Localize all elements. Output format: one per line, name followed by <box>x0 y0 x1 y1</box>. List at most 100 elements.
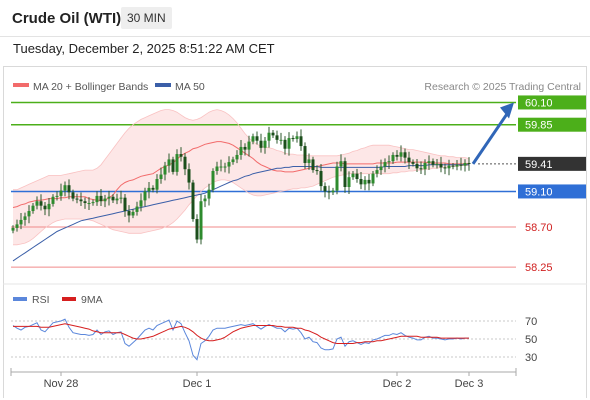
candle <box>407 151 411 170</box>
candle <box>271 130 275 139</box>
resistance-2-tag <box>518 95 586 110</box>
candle <box>363 176 367 191</box>
candle <box>139 193 143 212</box>
candle <box>419 161 423 175</box>
time-axis: Nov 28 Dec 1 Dec 2 Dec 3 <box>10 368 517 390</box>
candle <box>135 201 139 216</box>
ma20-legend-label: MA 20 + Bollinger Bands <box>33 81 148 93</box>
candle <box>23 212 27 226</box>
candle <box>235 150 239 164</box>
time-tick-label: Dec 1 <box>183 378 212 390</box>
candle <box>107 190 111 206</box>
candle <box>95 191 99 206</box>
candle <box>411 159 415 167</box>
ma50-line <box>12 164 469 262</box>
candle <box>247 135 251 157</box>
chart-header: Crude Oil (WTI) 30 MIN <box>0 0 590 37</box>
candle <box>207 183 211 206</box>
candle <box>331 187 335 196</box>
candle <box>111 194 115 204</box>
candle <box>99 188 103 207</box>
copyright-label: Research © 2025 Trading Central <box>424 81 581 93</box>
rsi-tick-70: 70 <box>525 316 537 328</box>
candle <box>231 156 235 165</box>
candle <box>87 197 91 210</box>
candle <box>67 179 71 200</box>
rsi-legend-swatch <box>13 297 27 301</box>
candle <box>403 148 407 164</box>
candle <box>255 131 259 145</box>
rsi-line <box>12 318 469 361</box>
candle <box>83 197 87 209</box>
candle <box>183 153 187 176</box>
projection-arrow-line <box>471 111 510 165</box>
chart-frame <box>3 66 587 398</box>
candle <box>387 155 391 170</box>
candle <box>319 164 323 191</box>
candle <box>79 192 83 207</box>
price-levels <box>11 101 516 268</box>
candle <box>227 156 231 174</box>
support-2-label: 58.25 <box>525 262 553 274</box>
candle <box>307 153 311 170</box>
candle <box>103 194 107 208</box>
candle <box>435 159 439 169</box>
candle <box>243 143 247 156</box>
candle <box>123 193 127 217</box>
candle <box>383 158 387 173</box>
candle <box>71 189 75 202</box>
candle <box>323 182 327 198</box>
rsi-panel: 70 50 30 <box>11 316 537 364</box>
candle <box>275 130 279 144</box>
last-price-tag <box>518 156 586 171</box>
candle <box>371 170 375 187</box>
candle <box>443 163 447 175</box>
candle <box>239 140 243 160</box>
candle <box>463 159 467 172</box>
candle <box>279 132 283 145</box>
candle <box>59 183 63 201</box>
candle <box>451 162 455 170</box>
candle <box>163 161 167 181</box>
candle <box>27 205 31 224</box>
rsi-tick-50: 50 <box>525 334 537 346</box>
candle <box>199 194 203 245</box>
candle <box>351 170 355 180</box>
resistance-2-tag-label: 60.10 <box>525 97 553 109</box>
candle <box>39 194 43 211</box>
projection-arrow-head <box>500 102 514 119</box>
candle <box>215 161 219 175</box>
candle <box>315 165 319 175</box>
timestamp: Tuesday, December 2, 2025 8:51:22 AM CET <box>13 41 275 56</box>
candle <box>55 191 59 201</box>
candle <box>75 193 79 204</box>
candle <box>175 149 179 176</box>
pivot-tag <box>518 184 586 199</box>
candle <box>35 196 39 210</box>
candle <box>303 142 307 169</box>
candle <box>51 194 55 207</box>
candle <box>347 171 351 194</box>
candle <box>259 133 263 153</box>
candle <box>31 203 35 214</box>
candle <box>147 182 151 199</box>
timeframe-button[interactable]: 30 MIN <box>121 7 172 29</box>
candle <box>359 172 363 190</box>
bollinger-upper-line <box>13 109 470 191</box>
bollinger-bands <box>13 109 469 245</box>
level-tags: 60.10 59.85 59.41 59.10 58.70 58.25 <box>518 95 586 274</box>
candle <box>375 165 379 178</box>
candle <box>431 158 435 168</box>
candle <box>379 159 383 175</box>
candle <box>415 159 419 173</box>
rsi-ma-line <box>13 323 469 344</box>
candle <box>203 194 207 208</box>
candle <box>155 174 159 194</box>
candle <box>355 168 359 183</box>
candle <box>43 201 47 216</box>
candle <box>191 179 195 222</box>
candle <box>131 209 135 219</box>
support-1-label: 58.70 <box>525 222 553 234</box>
candle <box>151 185 155 193</box>
candle <box>455 159 459 171</box>
